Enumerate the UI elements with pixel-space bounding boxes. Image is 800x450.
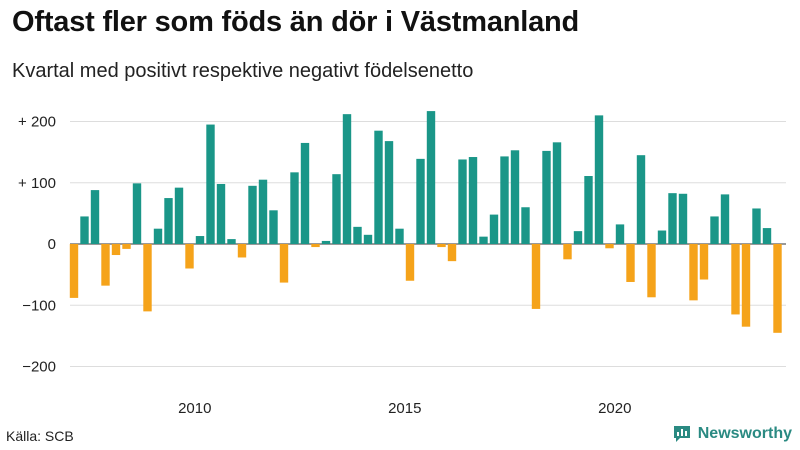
x-axis-ticks: 2010 2015 2020 — [178, 400, 631, 417]
bar-positive — [573, 231, 583, 244]
bar-positive — [90, 190, 100, 244]
bar-positive — [216, 183, 226, 244]
bar-negative — [143, 244, 152, 312]
bar-positive — [258, 179, 268, 244]
chart-subtitle: Kvartal med positivt respektive negativt… — [12, 60, 474, 82]
bar-positive — [584, 176, 593, 244]
bar-positive — [521, 207, 530, 244]
y-tick-label: −200 — [22, 359, 56, 376]
bar-positive — [479, 236, 488, 244]
source-note: Källa: SCB — [6, 428, 74, 444]
bar-negative — [741, 244, 751, 327]
bar-positive — [500, 156, 509, 244]
bar-positive — [132, 183, 142, 244]
bars — [69, 111, 782, 333]
bar-negative — [237, 244, 247, 258]
bar-positive — [321, 240, 331, 244]
bar-positive — [164, 198, 173, 244]
bar-negative — [437, 244, 446, 248]
bar-positive — [342, 114, 352, 245]
bar-positive — [332, 174, 341, 244]
bar-positive — [542, 150, 551, 244]
chart-title: Oftast fler som föds än dör i Västmanlan… — [12, 6, 580, 38]
bar-positive — [710, 216, 719, 244]
brand-name: Newsworthy — [697, 425, 792, 442]
bar-positive — [657, 230, 667, 244]
bar-negative — [447, 244, 457, 262]
bar-positive — [510, 150, 520, 244]
x-tick-label: 2010 — [178, 400, 211, 417]
bar-positive — [174, 187, 184, 244]
bar-negative — [699, 244, 709, 280]
bar-positive — [489, 214, 499, 244]
bar-positive — [195, 236, 205, 244]
bar-positive — [384, 141, 394, 244]
bar-positive — [594, 115, 604, 244]
bar-positive — [248, 185, 257, 244]
bar-negative — [626, 244, 635, 282]
y-axis-ticks: + 200 + 100 0 −100 −200 — [18, 114, 56, 376]
bar-negative — [185, 244, 194, 269]
bar-positive — [416, 158, 425, 244]
bar-negative — [111, 244, 121, 256]
bar-negative — [311, 244, 320, 248]
bar-positive — [153, 228, 163, 244]
bar-negative — [731, 244, 740, 315]
bar-negative — [773, 244, 782, 333]
bar-positive — [426, 111, 436, 245]
bar-positive — [762, 228, 772, 244]
bar-positive — [458, 159, 467, 244]
bar-positive — [269, 210, 278, 244]
bar-positive — [395, 228, 404, 244]
x-tick-label: 2020 — [598, 400, 631, 417]
y-tick-label: −100 — [22, 297, 56, 314]
y-tick-label: + 100 — [18, 175, 56, 192]
bar-positive — [678, 193, 688, 244]
bar-positive — [720, 194, 730, 244]
bar-negative — [689, 244, 698, 301]
bar-negative — [122, 244, 131, 249]
bar-negative — [405, 244, 415, 281]
y-tick-label: + 200 — [18, 114, 56, 131]
bar-positive — [552, 142, 562, 244]
bar-negative — [531, 244, 541, 309]
bar-positive — [668, 193, 677, 244]
bar-negative — [279, 244, 289, 283]
y-tick-label: 0 — [48, 236, 56, 253]
bar-negative — [647, 244, 656, 298]
bar-positive — [636, 155, 646, 244]
bar-positive — [206, 124, 215, 244]
x-tick-label: 2015 — [388, 400, 421, 417]
bar-positive — [363, 234, 373, 244]
bar-positive — [752, 208, 761, 244]
bar-positive — [300, 142, 310, 244]
bar-positive — [353, 226, 362, 244]
bar-negative — [605, 244, 614, 249]
bar-positive — [80, 216, 89, 244]
bar-positive — [374, 130, 383, 244]
bar-negative — [69, 244, 79, 298]
bar-negative — [101, 244, 110, 286]
brand-logo: Newsworthy — [672, 424, 792, 444]
bar-positive — [290, 172, 299, 244]
bar-negative — [563, 244, 572, 260]
bar-positive — [227, 239, 236, 244]
bar-chart-logo-icon — [673, 426, 690, 442]
bar-positive — [468, 157, 478, 244]
bar-positive — [615, 224, 625, 244]
